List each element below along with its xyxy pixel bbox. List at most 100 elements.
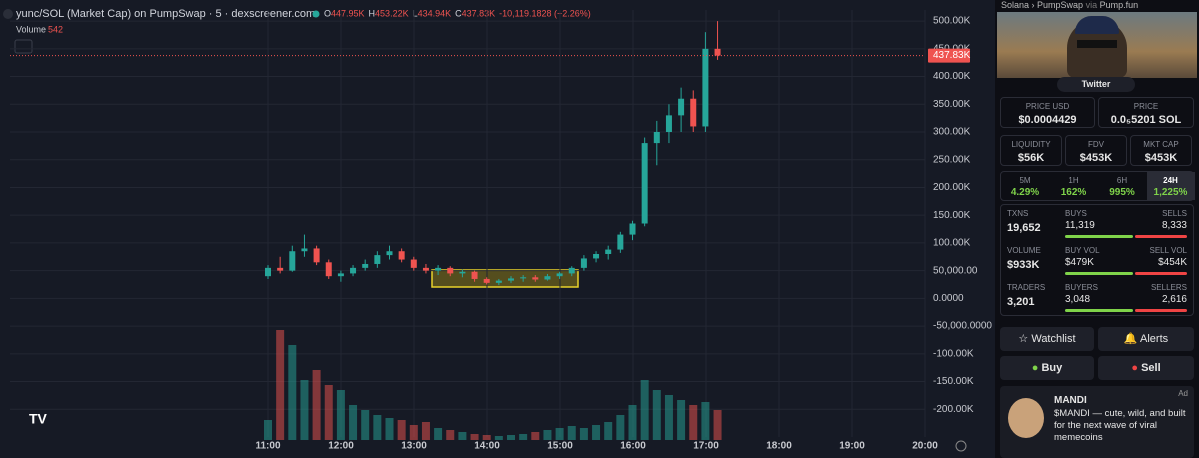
candle-body bbox=[702, 48, 709, 127]
last-price-label: 437.83K bbox=[933, 50, 971, 61]
y-tick-label: 250.00K bbox=[933, 154, 971, 165]
volume-bar bbox=[507, 435, 515, 440]
candle-body bbox=[690, 98, 697, 127]
candle-body bbox=[483, 278, 490, 283]
x-tick-label: 18:00 bbox=[766, 441, 792, 452]
row-value: 19,652 bbox=[1007, 222, 1041, 234]
twitter-link[interactable]: Twitter bbox=[1057, 77, 1135, 92]
crumb: via bbox=[1085, 0, 1098, 10]
stat-box: MKT CAP $453K bbox=[1130, 135, 1192, 166]
volume-bar bbox=[701, 402, 710, 440]
tab[interactable]: 24H 1,225% bbox=[1146, 172, 1195, 200]
volume-bar bbox=[494, 436, 503, 440]
candle-body bbox=[714, 48, 721, 56]
label: MKT CAP bbox=[1143, 140, 1179, 149]
volume-bar bbox=[373, 415, 382, 440]
volume-bar bbox=[482, 435, 491, 440]
volume-bar bbox=[288, 345, 297, 440]
candle-body bbox=[617, 234, 624, 250]
volume-bar bbox=[652, 390, 661, 440]
value: 1,225% bbox=[1153, 187, 1188, 198]
y-tick-label: 100.00K bbox=[933, 238, 971, 249]
left-label: BUYS bbox=[1065, 209, 1087, 218]
value: $0.0004429 bbox=[1018, 114, 1077, 126]
ohlc-key: C bbox=[455, 8, 462, 18]
y-tick-label: -150.00K bbox=[933, 376, 974, 387]
y-tick-label: -50,000.0000 bbox=[933, 321, 992, 332]
volume-bar bbox=[300, 380, 309, 440]
volume-bar bbox=[677, 400, 686, 440]
volume-label: Volume bbox=[16, 24, 46, 34]
collapse-button[interactable] bbox=[14, 39, 33, 54]
sell-bar bbox=[1135, 272, 1187, 275]
buy-bar bbox=[1065, 309, 1133, 312]
candle-body bbox=[641, 143, 648, 224]
ohlc-key: L bbox=[413, 8, 418, 18]
label: LIQUIDITY bbox=[1011, 140, 1051, 149]
y-tick-label: 150.00K bbox=[933, 210, 971, 221]
crumb[interactable]: PumpSwap bbox=[1037, 0, 1084, 10]
y-tick-label: 400.00K bbox=[933, 71, 971, 82]
row-label: TRADERS bbox=[1007, 283, 1046, 292]
tab[interactable]: 1H 162% bbox=[1050, 172, 1098, 200]
ad-title: MANDI bbox=[1054, 395, 1087, 406]
candle-body bbox=[520, 277, 527, 279]
value: $453K bbox=[1144, 152, 1178, 164]
crumb[interactable]: Solana bbox=[1001, 0, 1030, 10]
x-tick-label: 11:00 bbox=[255, 441, 280, 452]
sell-button[interactable]: ● Sell bbox=[1098, 356, 1194, 380]
volume-bar bbox=[713, 410, 722, 440]
y-tick-label: 300.00K bbox=[933, 127, 971, 138]
banner bbox=[997, 12, 1197, 78]
left-value: $479K bbox=[1065, 257, 1094, 268]
stat-box: LIQUIDITY $56K bbox=[1000, 135, 1062, 166]
ohlc-value: 447.95K bbox=[331, 8, 365, 18]
candle-body bbox=[508, 278, 514, 281]
label: 6H bbox=[1116, 176, 1128, 185]
ohlc-key: O bbox=[324, 8, 331, 18]
label: Watchlist bbox=[1031, 333, 1076, 345]
label: Buy bbox=[1041, 362, 1063, 374]
value: 162% bbox=[1060, 187, 1087, 198]
row-label: TXNS bbox=[1007, 209, 1029, 218]
label: 1H bbox=[1068, 176, 1079, 185]
status-dot bbox=[312, 10, 320, 18]
ad-card[interactable]: Ad MANDI $MANDI — cute, wild, and built … bbox=[1000, 386, 1194, 458]
candle-body bbox=[374, 255, 381, 264]
candle-body bbox=[386, 251, 393, 256]
candle-body bbox=[544, 276, 551, 280]
chart: yunc/SOL (Market Cap) on PumpSwap · 5 · … bbox=[3, 7, 993, 452]
settings-icon[interactable] bbox=[955, 440, 967, 452]
candle-body bbox=[459, 271, 466, 274]
candle-body bbox=[678, 98, 685, 116]
watchlist-button[interactable]: ☆ Watchlist bbox=[1000, 327, 1094, 351]
symbol: yunc/SOL (Market Cap) on PumpSwap · 5 · … bbox=[16, 8, 315, 20]
right-value: $454K bbox=[1158, 257, 1187, 268]
y-tick-label: -200.00K bbox=[933, 404, 974, 415]
tab[interactable]: 6H 995% bbox=[1098, 172, 1146, 200]
left-label: BUY VOL bbox=[1065, 246, 1100, 255]
label: Sell bbox=[1141, 362, 1161, 374]
label: PRICE bbox=[1133, 102, 1159, 111]
label: 5M bbox=[1019, 176, 1031, 185]
value: 0.0₅5201 SOL bbox=[1110, 114, 1182, 126]
label: Alerts bbox=[1140, 333, 1169, 345]
timeframe-tabs: 5M 4.29% 1H 162% 6H 995% 24H 1,225% bbox=[1000, 171, 1195, 201]
label: FDV bbox=[1088, 140, 1104, 149]
volume-bar bbox=[276, 330, 285, 440]
buy-button[interactable]: ● Buy bbox=[1000, 356, 1094, 380]
tab[interactable]: 5M 4.29% bbox=[1001, 172, 1049, 200]
ohlc-value: 453.22K bbox=[375, 8, 409, 18]
row-value: 3,201 bbox=[1007, 296, 1035, 308]
x-tick-label: 12:00 bbox=[328, 441, 354, 452]
volume-bar bbox=[312, 370, 321, 440]
volume-bar bbox=[397, 420, 406, 440]
volume-bar bbox=[592, 425, 601, 440]
y-tick-label: 200.00K bbox=[933, 182, 971, 193]
x-tick-label: 19:00 bbox=[839, 441, 865, 452]
crumb[interactable]: Pump.fun bbox=[1099, 0, 1139, 10]
volume-bar bbox=[409, 425, 418, 440]
alerts-button[interactable]: 🔔 Alerts bbox=[1098, 327, 1194, 351]
y-tick-label: 350.00K bbox=[933, 99, 971, 110]
